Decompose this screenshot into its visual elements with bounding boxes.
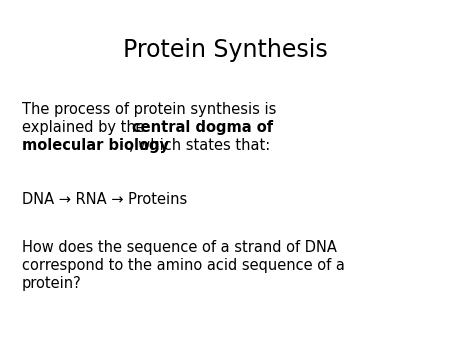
Text: DNA → RNA → Proteins: DNA → RNA → Proteins bbox=[22, 192, 187, 207]
Text: correspond to the amino acid sequence of a: correspond to the amino acid sequence of… bbox=[22, 258, 345, 273]
Text: protein?: protein? bbox=[22, 276, 82, 291]
Text: Protein Synthesis: Protein Synthesis bbox=[122, 38, 328, 62]
Text: explained by the: explained by the bbox=[22, 120, 149, 135]
Text: central dogma of: central dogma of bbox=[132, 120, 273, 135]
Text: molecular biology: molecular biology bbox=[22, 138, 169, 153]
Text: , which states that:: , which states that: bbox=[129, 138, 270, 153]
Text: The process of protein synthesis is: The process of protein synthesis is bbox=[22, 102, 276, 117]
Text: How does the sequence of a strand of DNA: How does the sequence of a strand of DNA bbox=[22, 240, 337, 255]
